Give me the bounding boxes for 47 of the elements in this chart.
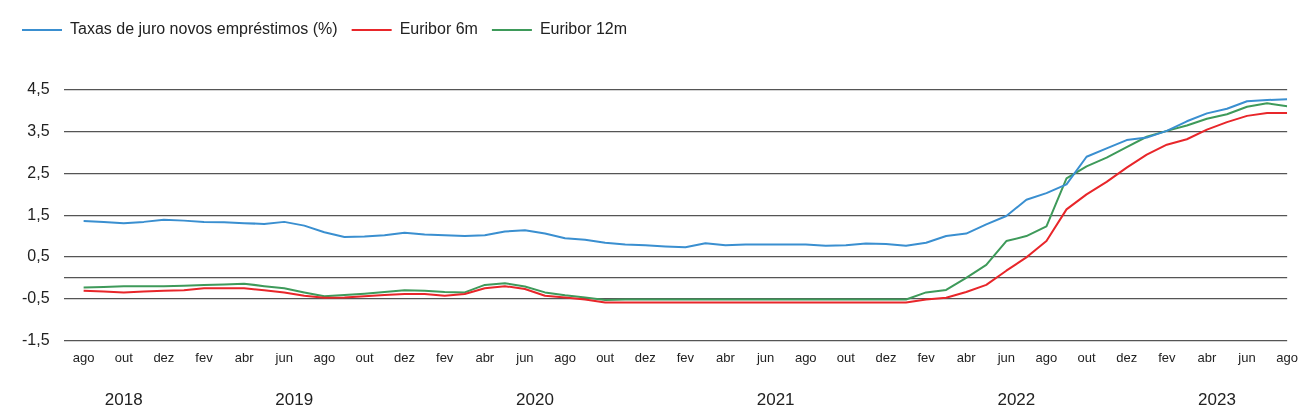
x-tick-label: out bbox=[836, 349, 856, 365]
x-tick-label: ago bbox=[1035, 349, 1058, 365]
x-tick-label: dez bbox=[394, 349, 416, 365]
x-tick-label: dez bbox=[875, 349, 897, 365]
x-tick-label: ago bbox=[313, 349, 336, 365]
y-tick-label: -0,5 bbox=[21, 289, 50, 307]
x-tick-label: jun bbox=[755, 349, 775, 365]
y-tick-label: 0,5 bbox=[27, 247, 50, 265]
x-tick-label: ago bbox=[1276, 349, 1299, 365]
y-tick-label: 3,5 bbox=[27, 122, 50, 140]
x-tick-label: abr bbox=[475, 349, 495, 365]
text: 2020 bbox=[516, 389, 554, 409]
x-tick-label: fev bbox=[195, 349, 214, 365]
y-tick-label: -1,5 bbox=[21, 330, 50, 348]
legend-label: Euribor 6m bbox=[399, 20, 478, 38]
x-tick-label: dez bbox=[153, 349, 175, 365]
x-tick-label: ago bbox=[554, 349, 576, 365]
x-tick-label: fev bbox=[917, 349, 936, 365]
x-tick-label: fev bbox=[1158, 349, 1176, 365]
x-tick-label: abr bbox=[1197, 349, 1217, 365]
legend-label: Euribor 12m bbox=[539, 20, 628, 38]
x-tick-label: jun bbox=[515, 349, 534, 365]
x-tick-label: jun bbox=[996, 349, 1016, 365]
text: 2018 bbox=[104, 389, 143, 409]
x-tick-label: ago bbox=[72, 349, 95, 365]
x-tick-label: jun bbox=[274, 349, 293, 365]
x-tick-label: abr bbox=[956, 349, 977, 365]
x-tick-label: out bbox=[114, 349, 134, 365]
x-tick-label: jun bbox=[1237, 349, 1256, 365]
y-tick-label: 4,5 bbox=[27, 80, 50, 98]
x-tick-label: fev bbox=[676, 349, 695, 365]
y-tick-label: 2,5 bbox=[27, 163, 50, 181]
text: 2021 bbox=[756, 389, 795, 409]
x-tick-label: out bbox=[1077, 349, 1096, 365]
x-tick-label: dez bbox=[1116, 349, 1138, 365]
x-tick-label: out bbox=[355, 349, 374, 365]
x-tick-label: fev bbox=[436, 349, 454, 365]
text: 2019 bbox=[275, 389, 314, 409]
text: 2022 bbox=[997, 389, 1036, 409]
text: 2023 bbox=[1198, 389, 1236, 409]
x-tick-label: out bbox=[596, 349, 615, 365]
x-tick-label: abr bbox=[716, 349, 736, 365]
legend-label: Taxas de juro novos empréstimos (%) bbox=[70, 20, 338, 38]
x-tick-label: ago bbox=[794, 349, 817, 365]
x-tick-label: dez bbox=[634, 349, 656, 365]
x-tick-label: abr bbox=[234, 349, 255, 365]
y-tick-label: 1,5 bbox=[27, 205, 50, 223]
